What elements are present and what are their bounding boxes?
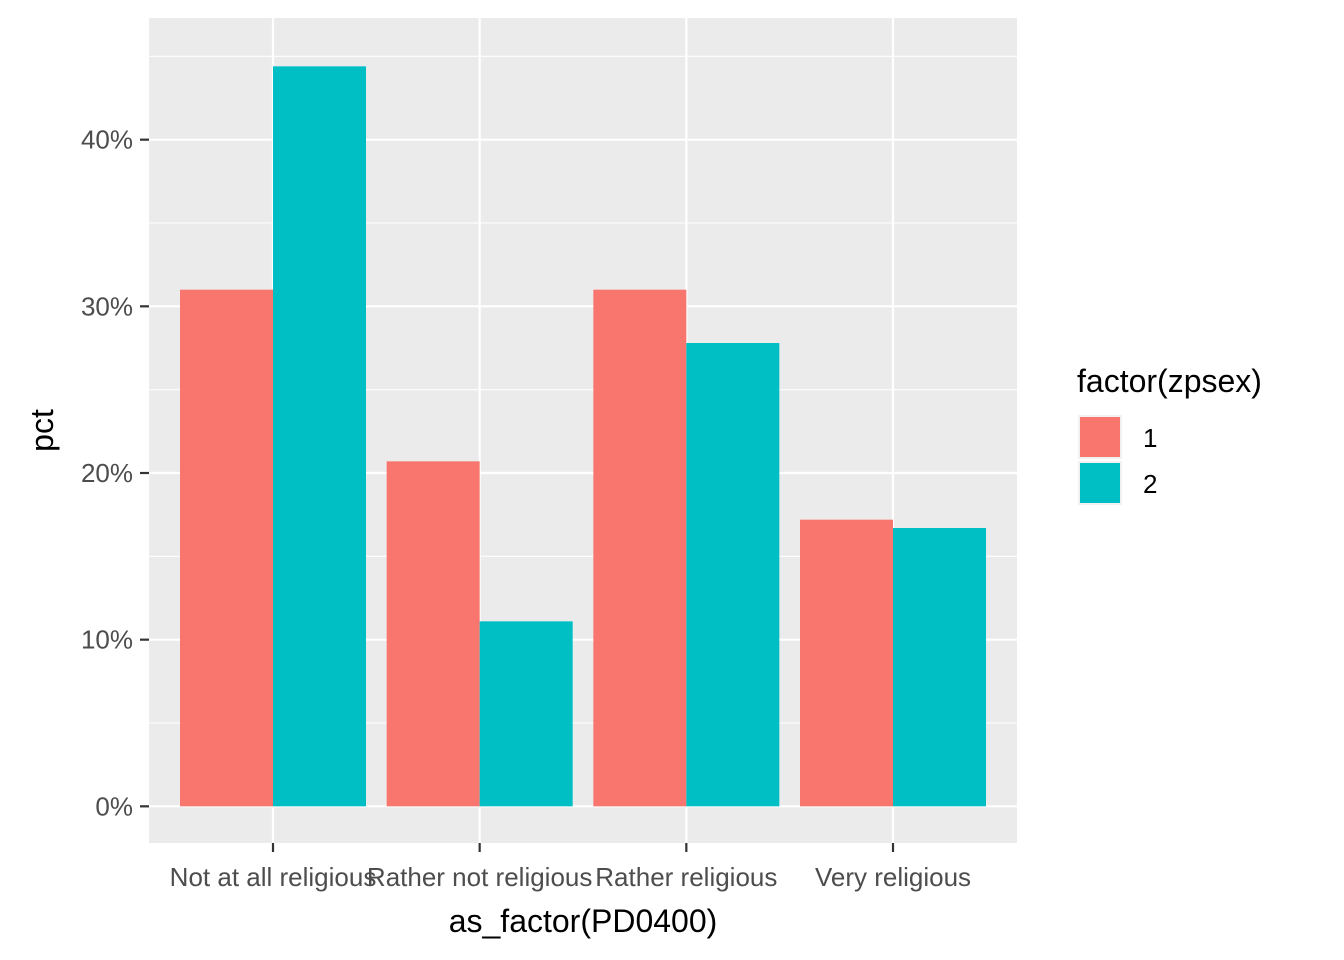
bars — [180, 66, 986, 807]
y-axis: 0% 10% 20% 30% 40% — [81, 125, 149, 821]
legend-label: 2 — [1143, 469, 1157, 499]
y-tick-label: 20% — [81, 458, 133, 488]
x-tick-label: Rather religious — [595, 862, 777, 892]
bar-series-1 — [180, 289, 273, 807]
bar-series-2 — [479, 621, 573, 807]
legend-title: factor(zpsex) — [1077, 363, 1262, 399]
legend-label: 1 — [1143, 423, 1157, 453]
x-tick-label: Not at all religious — [170, 862, 377, 892]
y-tick-label: 30% — [81, 291, 133, 321]
bar-series-2 — [273, 66, 366, 807]
bar-series-1 — [386, 461, 480, 807]
x-tick-label: Rather not religious — [367, 862, 592, 892]
legend: factor(zpsex) 12 — [1077, 363, 1262, 505]
y-tick-label: 0% — [95, 791, 133, 821]
bar-series-2 — [686, 343, 780, 807]
legend-key-swatch — [1080, 417, 1120, 457]
legend-key-swatch — [1080, 463, 1120, 503]
y-tick-label: 10% — [81, 625, 133, 655]
y-axis-title: pct — [24, 409, 60, 452]
bar-series-2 — [893, 528, 986, 807]
bar-series-1 — [593, 289, 687, 807]
bar-series-1 — [800, 519, 893, 807]
legend-items: 12 — [1078, 415, 1157, 505]
x-axis-title: as_factor(PD0400) — [449, 903, 718, 939]
y-tick-label: 40% — [81, 125, 133, 155]
x-tick-label: Very religious — [815, 862, 971, 892]
